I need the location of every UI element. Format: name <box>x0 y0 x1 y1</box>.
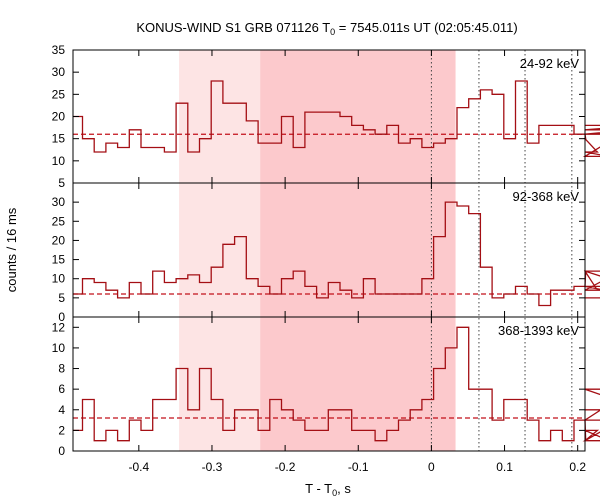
y-tick-label: 2 <box>58 423 65 437</box>
panel-2: 0 2 4 6 8 10 12 368-1393 keV <box>52 316 600 458</box>
x-tick-label: -0.2 <box>275 460 296 474</box>
chart-title-sub: 0 <box>330 27 335 37</box>
histogram-series <box>73 201 600 307</box>
y-tick-label: 15 <box>52 132 66 146</box>
histogram-series <box>73 326 600 442</box>
y-tick-label: 30 <box>52 65 66 79</box>
y-tick-label: 0 <box>58 444 65 458</box>
panel-0: 5 10 15 20 25 30 35 24-92 keV <box>52 43 600 190</box>
y-tick-label: 30 <box>52 195 66 209</box>
y-tick-label: 10 <box>52 341 66 355</box>
y-tick-label: 8 <box>58 362 65 376</box>
chart-title: KONUS-WIND S1 GRB 071126 T0 = 7545.011s … <box>136 20 517 37</box>
y-tick-label: 4 <box>58 403 65 417</box>
y-tick-label: 20 <box>52 110 66 124</box>
x-tick-label: -0.3 <box>202 460 223 474</box>
panel-frame <box>72 316 586 452</box>
x-axis-label-sub: 0 <box>332 488 337 498</box>
y-axis-label: counts / 16 ms <box>4 207 19 292</box>
panel-energy-label: 368-1393 keV <box>498 323 579 338</box>
x-axis-label-main: T - T <box>305 481 332 496</box>
x-tick-label: -0.1 <box>348 460 369 474</box>
x-tick-label: 0.1 <box>496 460 513 474</box>
y-tick-label: 10 <box>52 272 66 286</box>
x-axis-label: T - T0, s <box>305 481 351 498</box>
panel-energy-label: 92-368 keV <box>513 189 580 204</box>
y-tick-label: 5 <box>58 176 65 190</box>
y-tick-label: 6 <box>58 382 65 396</box>
shaded-region-1 <box>260 50 456 451</box>
y-tick-label: 35 <box>52 43 66 57</box>
x-tick-label: -0.4 <box>128 460 149 474</box>
histogram-series <box>73 80 600 158</box>
x-axis-label-rest: , s <box>337 481 351 496</box>
y-tick-label: 5 <box>58 291 65 305</box>
y-tick-label: 20 <box>52 233 66 247</box>
x-tick-label: 0.2 <box>569 460 586 474</box>
y-tick-label: 15 <box>52 253 66 267</box>
x-tick-label: 0 <box>428 460 435 474</box>
y-tick-label: 0 <box>58 310 65 324</box>
y-tick-label: 12 <box>52 320 66 334</box>
chart-title-main: KONUS-WIND S1 GRB 071126 T <box>136 20 330 35</box>
y-tick-label: 10 <box>52 154 66 168</box>
chart-title-rest: = 7545.011s UT (02:05:45.011) <box>335 20 518 35</box>
y-tick-label: 25 <box>52 87 66 101</box>
y-tick-label: 25 <box>52 214 66 228</box>
panel-energy-label: 24-92 keV <box>520 56 580 71</box>
